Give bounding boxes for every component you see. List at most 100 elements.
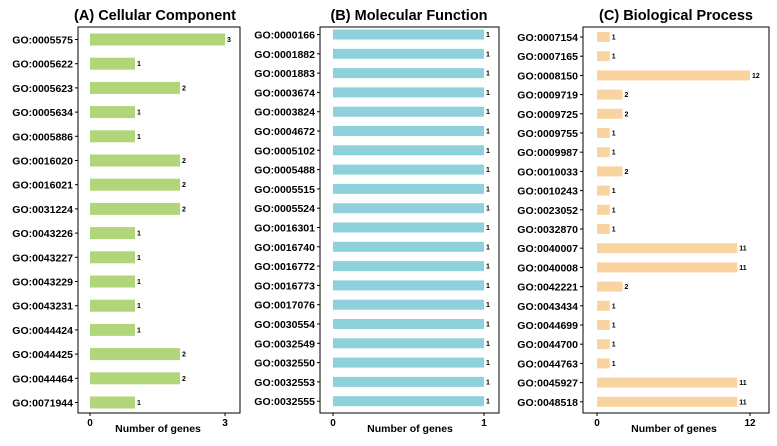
panel-c-value-label: 11 [739,265,747,272]
panel-c-bar [597,32,610,42]
panel-c-value-label: 11 [739,399,747,406]
panel-c-value-label: 1 [612,207,616,214]
panel-c-bar [597,70,750,81]
panel-a-category-label: GO:0043229 [12,277,73,289]
panel-a-value-label: 2 [182,85,186,92]
panel-b-bar [333,87,484,98]
panel-a-bar [90,57,135,70]
panel-b-value-label: 1 [486,32,490,39]
panel-c-bar [597,51,610,62]
panel-a-bar [90,130,135,143]
panel-c-value-label: 2 [625,111,629,118]
panel-b-category-label: GO:0016772 [254,261,315,273]
panel-b-category-label: GO:0003824 [254,107,315,119]
panel-b-title: (B) Molecular Function [330,8,487,24]
panel-a-bar [90,348,180,361]
panel-b-category-label: GO:0032555 [254,396,315,408]
panel-a-category-label: GO:0031224 [12,204,73,216]
panel-a-category-label: GO:0005575 [12,35,73,47]
panel-b-bar [333,126,484,136]
panel-b-value-label: 1 [486,244,490,251]
panel-b-category-label: GO:0005102 [254,145,315,157]
panel-c-value-label: 1 [612,303,616,310]
panel-b-value-label: 1 [486,71,490,78]
panel-c-xtick-0: 0 [594,418,600,429]
panel-a-category-label: GO:0043226 [12,228,73,240]
panel-c-bar [597,281,623,292]
panel-c-category-label: GO:0044763 [517,358,578,370]
panel-b-value-label: 1 [486,186,490,193]
panel-b-frame [319,26,500,414]
panel-a-value-label: 1 [137,134,141,141]
panel-a-value-label: 1 [137,61,141,68]
panel-c-title: (C) Biological Process [599,8,753,24]
panel-b-category-label: GO:0016773 [254,280,315,292]
panel-b-bar [333,29,484,40]
panel-b-bar [333,396,484,407]
panel-a-category-label: GO:0005634 [12,107,73,119]
panel-c-value-label: 2 [625,284,629,291]
panel-b-bar [333,145,484,156]
panel-c-category-label: GO:0043434 [517,301,578,313]
panel-a-xtick-0: 0 [87,418,93,429]
panel-b-value-label: 1 [486,129,490,136]
panel-c-value-label: 1 [612,35,616,42]
panel-b-category-label: GO:0017076 [254,300,315,312]
panel-b-value-label: 1 [486,167,490,174]
panel-c-category-label: GO:0009987 [517,147,578,159]
panel-c-xlabel: Number of genes [631,423,717,435]
panel-b-category-label: GO:0000166 [254,30,315,42]
panel-a-xtick-1: 3 [222,418,228,429]
panel-c-value-label: 1 [612,323,616,330]
panel-b-category-label: GO:0030554 [254,319,315,331]
panel-b-category-label: GO:0005524 [254,203,315,215]
panel-c-value-label: 11 [739,380,747,387]
panel-c-bar [597,396,738,407]
panel-a-value-label: 2 [182,352,186,359]
panel-c-bar [597,224,610,234]
panel-a-frame [77,26,241,414]
panel-c-value-label: 1 [612,131,616,138]
panel-a-value-label: 1 [137,255,141,262]
panel-b-value-label: 1 [486,379,490,386]
panel-a-value-label: 1 [137,327,141,334]
panel-b-value-label: 1 [486,109,490,116]
panel-a-category-label: GO:0043231 [12,301,73,313]
panel-b-value-label: 1 [486,322,490,329]
panel-b-bar [333,319,484,329]
panel-b-value-label: 1 [486,206,490,213]
panel-a-bar [90,202,180,215]
panel-b-bar [333,68,484,79]
panel-a-value-label: 1 [137,400,141,407]
panel-b-category-label: GO:0016740 [254,242,315,254]
panel-a-bar [90,299,135,312]
panel-c-bar [597,108,623,119]
panel-a-value-label: 1 [137,279,141,286]
panel-c-category-label: GO:0009719 [517,90,578,102]
panel-b-bar [333,280,484,291]
panel-b-bar [333,183,484,194]
panel-c-value-label: 1 [612,188,616,195]
panel-c-bar [597,262,738,273]
panel-a-category-label: GO:0005886 [12,131,73,143]
panel-c-category-label: GO:0044700 [517,339,578,351]
panel-a-bar [90,154,180,167]
panel-a-title: (A) Cellular Component [74,8,236,24]
panel-c-value-label: 1 [612,227,616,234]
panel-a-bar [90,106,135,119]
panel-molecular-function: (B) Molecular Function GO:0000166 1 GO:000… [254,8,500,435]
panel-c-value-label: 2 [625,92,629,99]
panel-c-category-label: GO:0040007 [517,243,578,255]
panel-a-bar [90,227,135,240]
panel-b-bar [333,241,484,252]
panel-b-category-label: GO:0001882 [254,49,315,61]
panel-b-category-label: GO:0005488 [254,165,315,177]
panel-b-category-label: GO:0016301 [254,223,315,235]
panel-a-bar [90,33,225,46]
panel-a-category-label: GO:0043227 [12,252,73,264]
panel-a-value-label: 2 [182,158,186,165]
panel-b-xtick-1: 1 [481,418,487,429]
panel-c-value-label: 11 [739,246,747,253]
panel-c-category-label: GO:0010243 [517,186,578,198]
panel-a-value-label: 1 [137,110,141,117]
